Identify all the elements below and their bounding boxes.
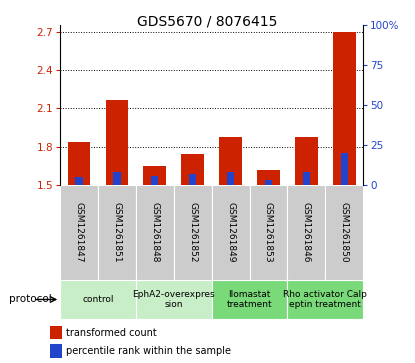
Bar <box>227 172 234 185</box>
Bar <box>287 280 363 319</box>
Bar <box>181 155 204 185</box>
Bar <box>60 185 98 280</box>
Bar <box>219 136 242 185</box>
Bar <box>50 344 62 358</box>
Bar <box>212 280 287 319</box>
Bar <box>257 170 280 185</box>
Bar <box>136 185 174 280</box>
Text: GSM1261851: GSM1261851 <box>112 202 122 263</box>
Bar <box>265 180 272 185</box>
Bar <box>212 185 249 280</box>
Text: control: control <box>82 295 114 304</box>
Bar <box>341 153 348 185</box>
Bar <box>98 185 136 280</box>
Bar <box>325 185 363 280</box>
Text: GDS5670 / 8076415: GDS5670 / 8076415 <box>137 15 278 29</box>
Text: GSM1261849: GSM1261849 <box>226 202 235 262</box>
Bar <box>151 176 159 185</box>
Bar <box>287 185 325 280</box>
Text: percentile rank within the sample: percentile rank within the sample <box>66 346 232 356</box>
Text: GSM1261846: GSM1261846 <box>302 202 311 262</box>
Bar <box>68 142 90 185</box>
Bar <box>136 280 212 319</box>
Text: GSM1261848: GSM1261848 <box>150 202 159 262</box>
Bar <box>295 136 318 185</box>
Bar <box>174 185 212 280</box>
Bar <box>333 32 356 185</box>
Bar <box>60 280 136 319</box>
Text: GSM1261847: GSM1261847 <box>75 202 83 262</box>
Text: GSM1261853: GSM1261853 <box>264 202 273 263</box>
Bar <box>50 326 62 339</box>
Text: EphA2-overexpres
sion: EphA2-overexpres sion <box>132 290 215 309</box>
Text: GSM1261850: GSM1261850 <box>340 202 349 263</box>
Text: GSM1261852: GSM1261852 <box>188 202 197 262</box>
Text: protocol: protocol <box>9 294 52 305</box>
Bar <box>249 185 287 280</box>
Bar <box>144 166 166 185</box>
Text: transformed count: transformed count <box>66 327 157 338</box>
Text: Rho activator Calp
eptin treatment: Rho activator Calp eptin treatment <box>283 290 367 309</box>
Bar <box>113 172 121 185</box>
Text: Ilomastat
treatment: Ilomastat treatment <box>227 290 272 309</box>
Bar <box>189 174 196 185</box>
Bar <box>105 99 128 185</box>
Bar <box>303 172 310 185</box>
Bar <box>76 177 83 185</box>
